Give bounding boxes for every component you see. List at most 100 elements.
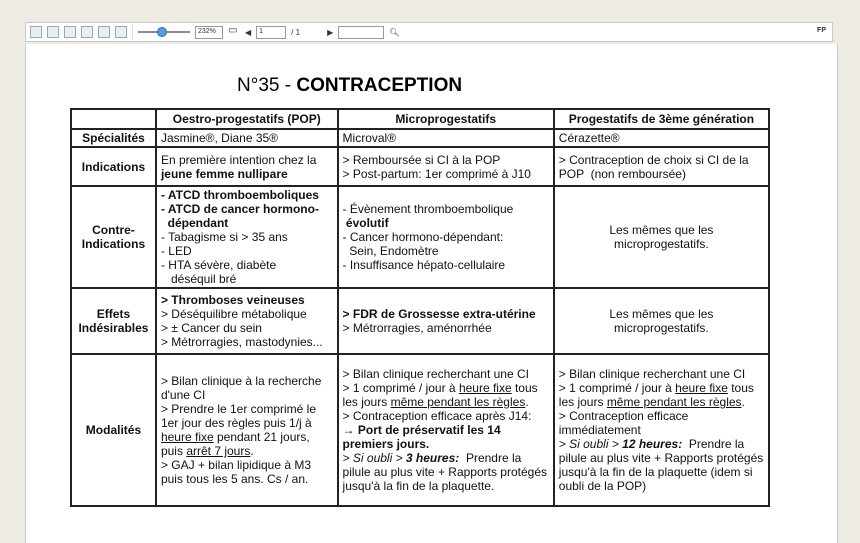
text-run: > 1 comprimé / jour à — [342, 381, 459, 395]
zoom-field[interactable]: 232% — [195, 25, 223, 39]
text-run: > Contraception efficace immédiatement — [558, 409, 692, 437]
fit-height-icon[interactable] — [98, 26, 110, 38]
text-run: heure fixe — [458, 381, 512, 395]
cell-line: - Cancer hormono-dépendant: — [343, 230, 549, 244]
print-icon[interactable] — [115, 26, 127, 38]
cell-line: > Si oubli > 3 heures: Prendre la pilule… — [343, 451, 549, 493]
divider — [132, 25, 133, 39]
table-cell: Jasmine®, Diane 35® — [154, 128, 339, 148]
row-label: Modalités — [70, 353, 157, 507]
text-run: → Port de préservatif les 14 premiers jo… — [342, 423, 504, 451]
cell-line: > 1 comprimé / jour à heure fixe tous le… — [343, 381, 549, 409]
viewer-toolbar: 232% ▭ ◀ 1 / 1 ▶ 🔍︎ FP — [25, 22, 833, 42]
search-icon[interactable]: 🔍︎ — [389, 27, 400, 37]
cell-line: évolutif — [343, 216, 549, 230]
text-run: > Thromboses veineuses — [160, 293, 305, 307]
cell-line: > GAJ + bilan lipidique à M3 puis tous l… — [161, 458, 333, 486]
search-field[interactable] — [338, 25, 385, 39]
next-page-icon[interactable]: ▶ — [327, 27, 334, 37]
text-run: En première intention chez la — [160, 152, 317, 167]
cell-line: > Bilan clinique recherchant une CI — [343, 367, 549, 381]
row-label: Indications — [70, 146, 157, 187]
text-run: Microval® — [342, 131, 397, 145]
text-run: heure fixe — [675, 381, 728, 395]
text-run: > Remboursée si CI à la POP — [342, 152, 501, 167]
cell-line: > Si oubli > 12 heures: Prendre la pilul… — [559, 437, 764, 493]
text-run: jeune femme nullipare — [160, 166, 288, 181]
title-prefix: N°35 - — [237, 75, 297, 96]
text-run: Les mêmes que les — [609, 223, 714, 237]
table-cell: Les mêmes que les microprogestatifs. — [552, 287, 771, 355]
text-run: - ATCD de cancer hormono- — [160, 202, 319, 216]
table-cell: > Remboursée si CI à la POP > Post-partum… — [336, 146, 555, 187]
grid-view-icon[interactable] — [64, 26, 76, 38]
fit-width-icon[interactable] — [81, 26, 93, 38]
cell-line: Microval® — [343, 131, 549, 145]
cell-line: Sein, Endomètre — [343, 244, 549, 258]
row-label: Effets Indésirables — [70, 287, 157, 355]
text-run: microprogestatifs. — [614, 237, 709, 251]
single-page-icon[interactable] — [30, 26, 42, 38]
cell-line: > Contraception efficace immédiatement — [559, 409, 764, 437]
text-run: arrêt 7 jours — [186, 444, 251, 458]
table-row: Contre-Indications - ATCD thromboemboliqu… — [70, 185, 771, 289]
text-run: évolutif — [342, 216, 389, 230]
text-run: > Bilan clinique recherchant une CI — [558, 367, 746, 381]
table-cell: En première intention chez la jeune femme… — [154, 146, 339, 187]
monitor-icon[interactable]: ▭ — [228, 25, 238, 36]
cell-line: > FDR de Grossesse extra-utérine — [343, 307, 549, 321]
table-row: Indications En première intention chez la… — [70, 146, 771, 187]
page-title: N°35 - CONTRACEPTION — [237, 75, 462, 97]
text-run: > Bilan clinique recherchant une CI — [342, 367, 529, 381]
cell-line: Cérazette® — [559, 131, 764, 145]
text-run: - Tabagisme si > 35 ans — [160, 230, 288, 244]
text-run: > Déséquilibre métabolique — [160, 307, 307, 321]
text-run: tous les jours — [342, 381, 541, 409]
cell-line: > ± Cancer du sein — [161, 321, 333, 335]
text-run: > Bilan clinique à la recherche d'une CI — [160, 374, 325, 402]
table-row: Modalités > Bilan clinique à la recherche… — [70, 353, 771, 507]
text-run: Prendre la pilule au plus vite + Rapport… — [558, 437, 767, 493]
page-total: / 1 — [291, 27, 301, 37]
prev-page-icon[interactable]: ◀ — [245, 27, 252, 37]
table-row: Effets Indésirables > Thromboses veineuse… — [70, 287, 771, 355]
cell-line: > Remboursée si CI à la POP — [343, 153, 549, 167]
cell-line: > Thromboses veineuses — [161, 293, 333, 307]
text-run: 12 heures: — [622, 437, 683, 451]
table-cell: Les mêmes que les microprogestatifs. — [552, 185, 771, 289]
text-run: > 1 comprimé / jour à — [558, 381, 676, 395]
cell-line: Jasmine®, Diane 35® — [161, 131, 333, 145]
cell-line: > Contraception de choix si CI de la POP… — [559, 153, 764, 181]
cell-line: - Insuffisance hépato-cellulaire — [343, 258, 549, 272]
text-run: - LED — [160, 244, 192, 258]
text-run: > Prendre le 1er comprimé le 1er jour de… — [160, 402, 320, 430]
zoom-slider[interactable] — [138, 26, 190, 38]
text-run: tous les jours — [558, 381, 758, 409]
text-run: - ATCD thromboemboliques — [160, 188, 319, 202]
table-row: Spécialités Jasmine®, Diane 35® Microval® C… — [70, 128, 771, 148]
text-run: microprogestatifs. — [614, 321, 709, 335]
page-number-field[interactable]: 1 — [256, 25, 287, 39]
text-run: heure fixe — [160, 430, 214, 444]
table-cell: - ATCD thromboemboliques - ATCD de cancer… — [154, 185, 339, 289]
text-run: > Post-partum: 1er comprimé à J10 — [342, 166, 531, 181]
cell-line: > Métrorragies, aménorrhée — [343, 321, 549, 335]
two-page-icon[interactable] — [47, 26, 59, 38]
text-run: Jasmine®, Diane 35® — [160, 131, 279, 145]
cell-line: > Déséquilibre métabolique — [161, 307, 333, 321]
table-cell: - Évènement thromboembolique évolutif - C… — [336, 185, 555, 289]
corner-label: FP — [817, 27, 826, 34]
cell-line: > Prendre le 1er comprimé le 1er jour de… — [161, 402, 333, 458]
table-cell: > Bilan clinique recherchant une CI > 1 c… — [336, 353, 555, 507]
text-run: . — [250, 444, 254, 458]
cell-line: - ATCD de cancer hormono- — [161, 202, 333, 216]
column-header — [70, 108, 157, 130]
cell-line: - Évènement thromboembolique — [343, 202, 549, 216]
cell-line: → Port de préservatif les 14 premiers jo… — [343, 423, 549, 451]
text-run: > Contraception efficace après J14: — [342, 409, 532, 423]
title-main: CONTRACEPTION — [296, 75, 463, 96]
cell-line: microprogestatifs. — [559, 237, 764, 251]
text-run: > Métrorragies, mastodynies... — [160, 335, 323, 349]
cell-line: > Contraception efficace après J14: — [343, 409, 549, 423]
slider-knob[interactable] — [156, 27, 167, 37]
